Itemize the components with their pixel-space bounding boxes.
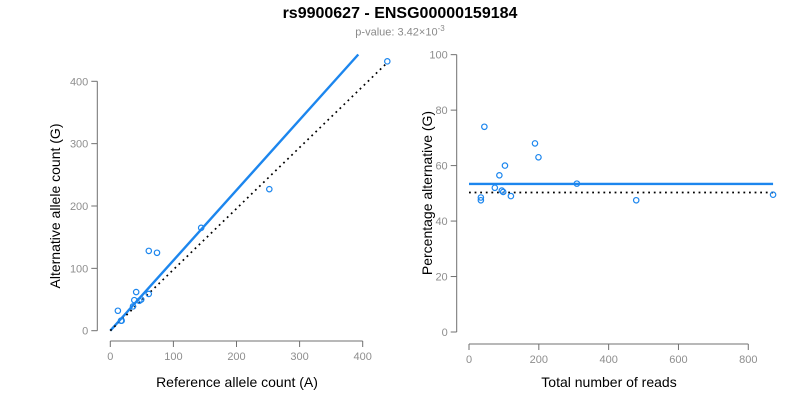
x-tick-label: 400 — [354, 351, 372, 363]
data-point — [118, 317, 125, 325]
x-tick-label: 800 — [739, 354, 757, 366]
x-tick-label: 200 — [530, 354, 548, 366]
data-point — [481, 123, 488, 131]
identity-line — [109, 63, 387, 332]
data-point — [137, 296, 145, 303]
data-point — [491, 184, 499, 192]
data-point — [114, 307, 122, 315]
x-tick-label: 400 — [599, 354, 617, 366]
data-point — [769, 191, 777, 199]
y-tick-label: 300 — [70, 139, 88, 151]
x-tick-label: 100 — [164, 351, 182, 363]
y-tick-label: 400 — [70, 76, 88, 88]
plot-subtitle: p-value: 3.42×10-3 — [0, 24, 800, 39]
left-y-axis-label: Alternative allele count (G) — [47, 123, 63, 289]
x-tick-label: 600 — [669, 354, 687, 366]
y-tick-label: 80 — [435, 105, 447, 117]
data-point — [477, 196, 485, 204]
data-point — [129, 303, 137, 310]
y-tick-label: 0 — [82, 326, 88, 338]
x-tick-label: 300 — [290, 351, 308, 363]
plot-title: rs9900627 - ENSG00000159184 — [282, 5, 518, 22]
data-point — [145, 290, 153, 298]
left-x-axis-label: Reference allele count (A) — [156, 374, 318, 390]
data-point — [501, 162, 509, 169]
data-point — [153, 249, 161, 257]
right-x-axis-label: Total number of reads — [541, 374, 677, 390]
data-point — [531, 140, 539, 147]
data-point — [632, 196, 640, 204]
data-point — [573, 180, 581, 187]
data-point — [384, 58, 391, 65]
pvalue-text: p-value: 3.42×10 — [355, 26, 438, 39]
y-tick-label: 100 — [429, 50, 447, 62]
fit-line — [109, 53, 360, 332]
y-tick-label: 20 — [435, 272, 447, 284]
data-point — [477, 194, 485, 201]
y-tick-label: 100 — [70, 263, 88, 275]
y-tick-label: 40 — [435, 216, 447, 228]
data-point — [145, 247, 153, 255]
data-point — [197, 224, 205, 232]
y-tick-label: 60 — [435, 161, 447, 173]
x-tick-label: 200 — [227, 351, 245, 363]
data-point — [496, 172, 503, 179]
pvalue-exponent: -3 — [437, 24, 445, 33]
y-tick-label: 200 — [70, 201, 88, 213]
y-tick-label: 0 — [442, 327, 448, 339]
data-point — [499, 188, 507, 196]
right-y-axis-label: Percentage alternative (G) — [419, 110, 435, 276]
data-point — [266, 185, 273, 193]
data-point — [535, 153, 542, 161]
x-tick-label: 0 — [466, 354, 472, 366]
data-point — [498, 187, 506, 194]
x-tick-label: 0 — [107, 351, 113, 363]
data-point — [132, 288, 140, 296]
data-point — [507, 192, 515, 200]
